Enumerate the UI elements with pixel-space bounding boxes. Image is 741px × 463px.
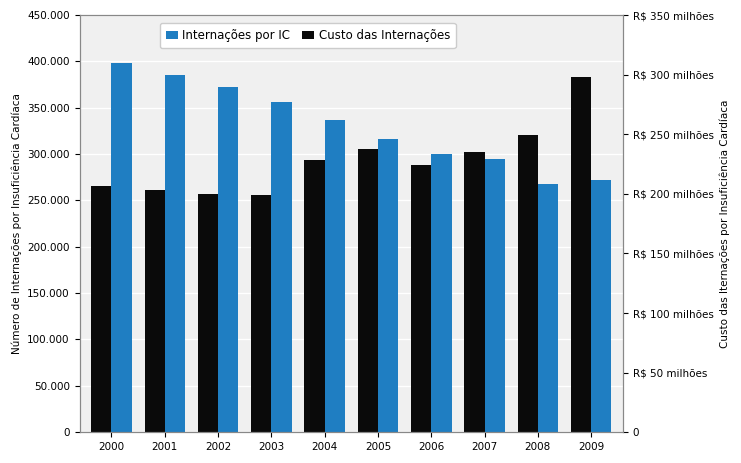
Bar: [518, 136, 538, 432]
Bar: [591, 180, 611, 432]
Bar: [465, 152, 485, 432]
Bar: [538, 184, 558, 432]
Bar: [111, 63, 132, 432]
Bar: [325, 120, 345, 432]
Legend: Internações por IC, Custo das Internações: Internações por IC, Custo das Internaçõe…: [160, 23, 456, 48]
Bar: [485, 159, 505, 432]
Bar: [411, 165, 431, 432]
Bar: [305, 161, 325, 432]
Bar: [431, 154, 451, 432]
Bar: [198, 194, 218, 432]
Y-axis label: Número de Internações por Insuficiência Cardíaca: Número de Internações por Insuficiência …: [11, 93, 21, 354]
Bar: [358, 149, 378, 432]
Bar: [378, 139, 398, 432]
Bar: [271, 102, 292, 432]
Bar: [251, 195, 271, 432]
Y-axis label: Custo das Iternações por Insuficiência Cardíaca: Custo das Iternações por Insuficiência C…: [720, 100, 730, 348]
Bar: [144, 190, 165, 432]
Bar: [218, 88, 239, 432]
Bar: [91, 186, 111, 432]
Bar: [165, 75, 185, 432]
Bar: [571, 77, 591, 432]
